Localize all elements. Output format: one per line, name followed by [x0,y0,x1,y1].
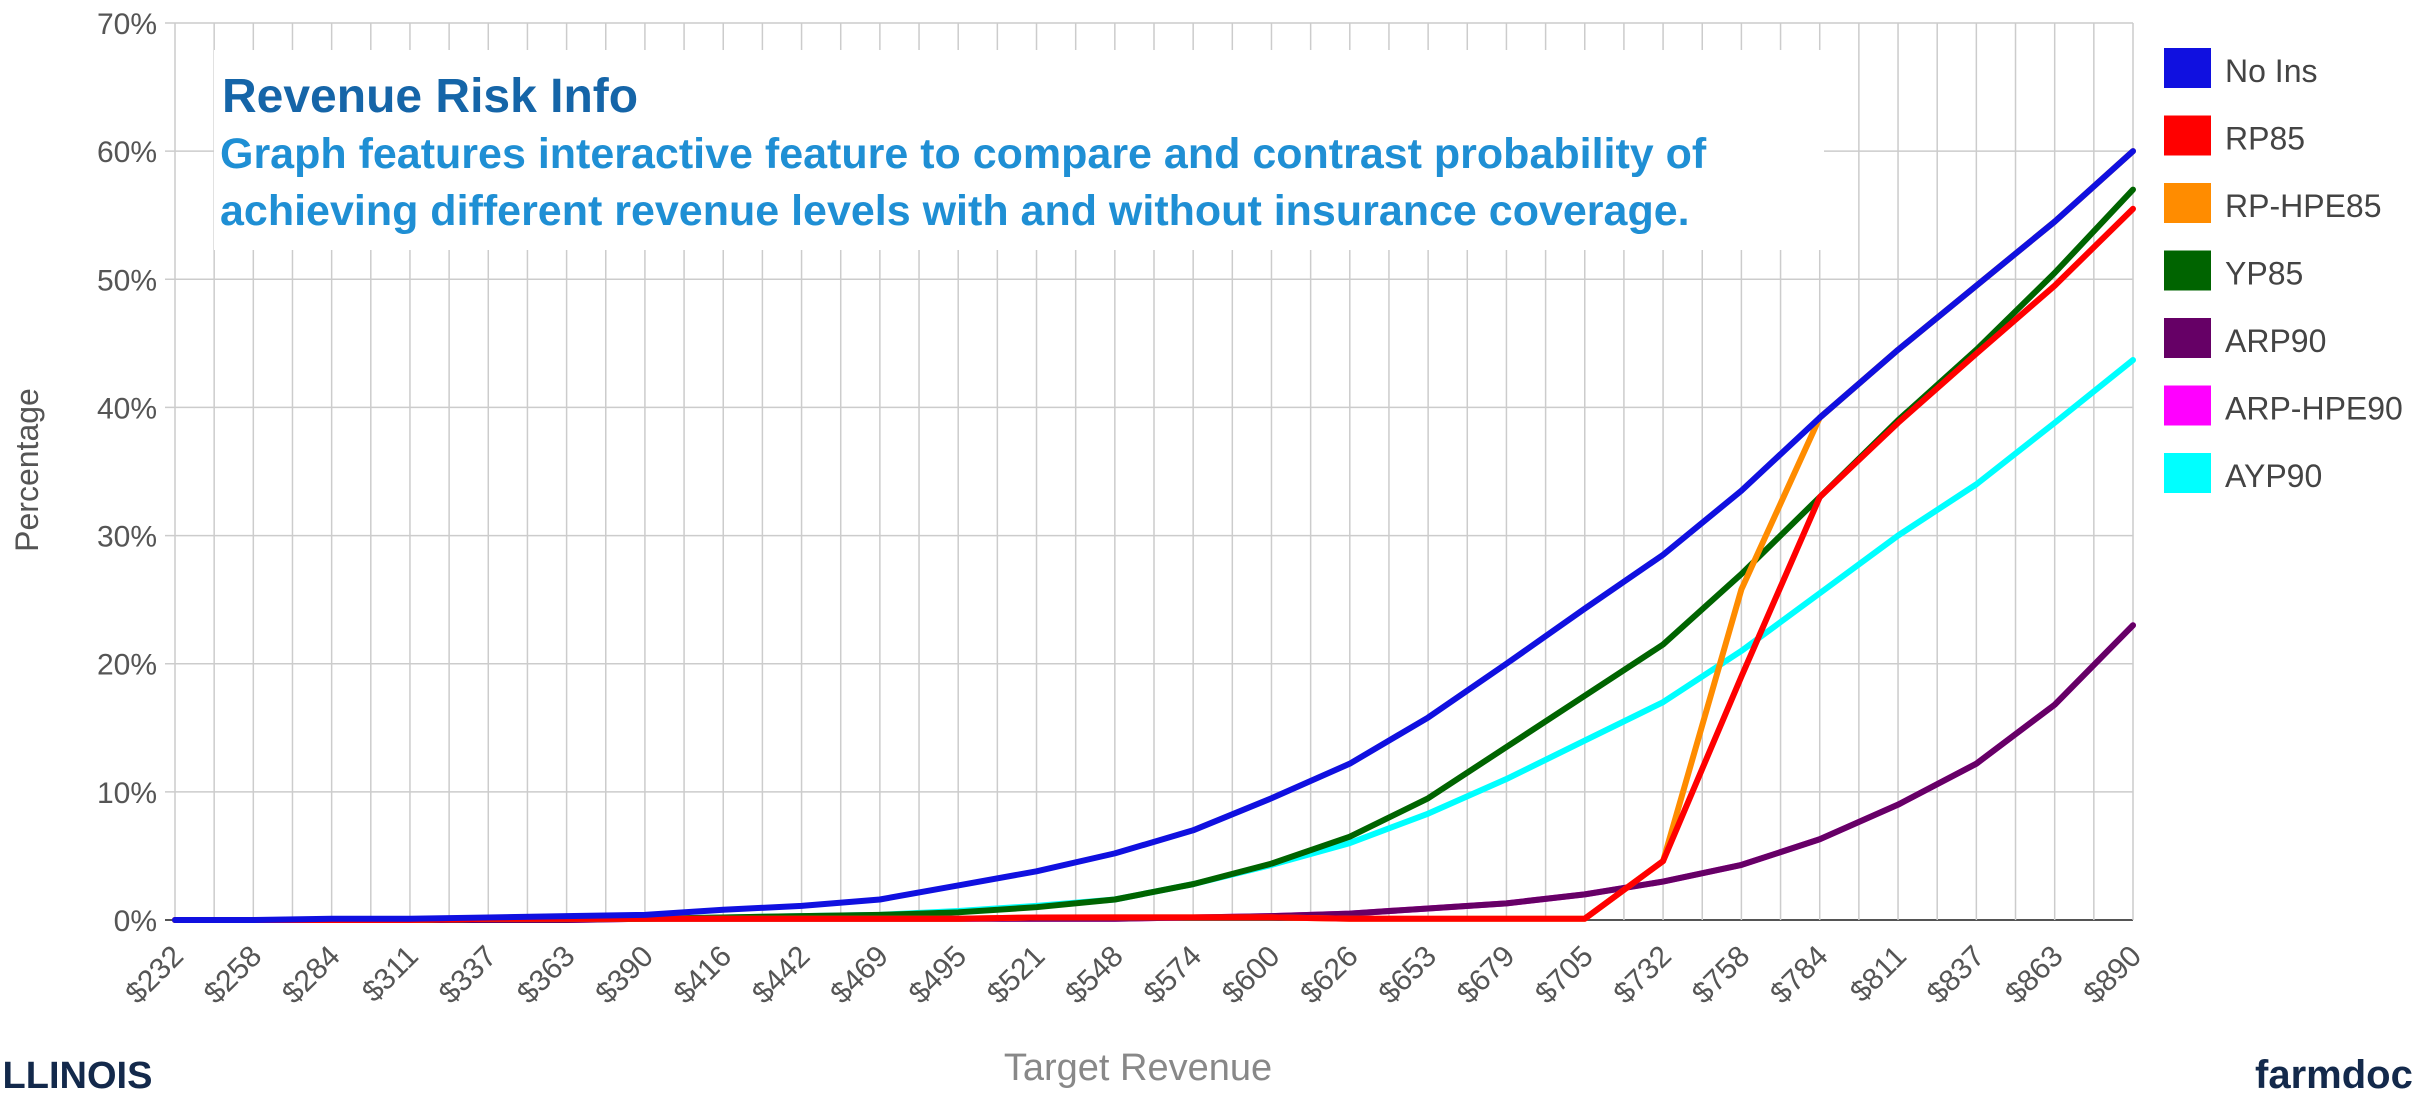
chart-subtitle: Graph features interactive feature to co… [220,130,1707,235]
y-tick-label: 30% [97,521,157,554]
x-tick-label: $732 [1607,940,1678,1011]
x-tick-label: $311 [356,940,425,1009]
x-tick-label: $758 [1686,940,1757,1011]
x-tick-label: $442 [746,940,817,1011]
legend-swatch [2164,115,2211,156]
x-tick-label: $600 [1216,940,1287,1011]
footer-left: ILLINOIS [0,1055,152,1095]
footer-right: farmdoc [2255,1053,2413,1095]
legend-label: YP85 [2225,256,2303,292]
x-tick-label: $416 [668,940,739,1011]
legend-swatch [2164,453,2211,493]
legend-label: ARP-HPE90 [2225,391,2403,427]
x-tick-label: $705 [1529,940,1600,1011]
legend-label: RP-HPE85 [2225,188,2382,224]
chart-title: Revenue Risk Info [222,70,638,123]
x-tick-label: $495 [903,940,974,1011]
x-tick-label: $837 [1921,940,1992,1011]
legend-swatch [2164,183,2211,223]
y-tick-label: 50% [97,264,157,297]
legend-swatch [2164,48,2211,88]
x-tick-label: $863 [1999,940,2070,1011]
legend-label: ARP90 [2225,323,2326,359]
x-tick-label: $284 [276,940,347,1011]
x-tick-label: $679 [1451,940,1522,1011]
x-tick-label: $390 [589,940,660,1011]
y-tick-label: 0% [114,905,157,938]
x-tick-label: $811 [1844,940,1913,1009]
x-tick-label: $337 [433,940,504,1011]
legend-swatch [2164,318,2211,358]
x-tick-label: $469 [824,940,895,1011]
x-tick-label: $784 [1764,940,1835,1011]
y-tick-label: 40% [97,392,157,425]
x-tick-label: $363 [511,940,582,1011]
x-tick-label: $258 [198,940,269,1011]
x-tick-label: $890 [2077,940,2148,1011]
legend-label: No Ins [2225,53,2317,89]
legend-label: AYP90 [2225,458,2322,494]
y-axis-label: Percentage [9,388,45,552]
legend-swatch [2164,385,2211,426]
legend-label: RP85 [2225,121,2305,157]
series-line [172,148,2136,923]
x-tick-label: $574 [1138,940,1209,1011]
x-tick-label: $653 [1373,940,1444,1011]
y-tick-label: 70% [97,8,157,41]
x-tick-label: $232 [119,940,190,1011]
y-tick-label: 20% [97,649,157,682]
y-tick-label: 10% [97,777,157,810]
x-tick-label: $521 [981,940,1052,1011]
x-tick-label: $548 [1059,940,1130,1011]
x-axis-label: Target Revenue [1004,1047,1272,1089]
x-tick-label: $626 [1294,940,1365,1011]
subtitle-box: Graph features interactive feature to co… [220,130,1707,235]
annotation-box [214,50,1824,250]
y-tick-label: 60% [97,136,157,169]
legend-swatch [2164,250,2211,291]
